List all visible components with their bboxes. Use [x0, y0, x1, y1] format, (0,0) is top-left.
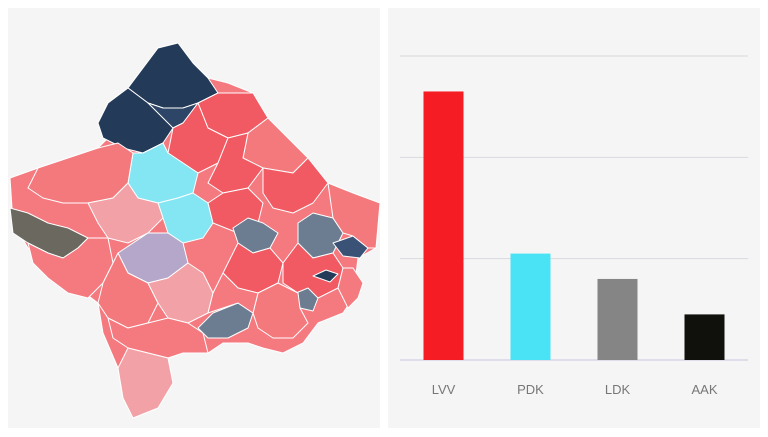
map-region-se-navy[interactable]	[312, 269, 339, 283]
chart-panel: LVV PDK LDK AAK	[388, 8, 760, 428]
map-region-center-cyan-2[interactable]	[157, 192, 214, 244]
x-tick-label-lvv: LVV	[432, 382, 456, 397]
bar-ldk[interactable]	[597, 278, 638, 360]
bar-chart: LVV PDK LDK AAK	[400, 55, 748, 397]
map-region-s-1[interactable]	[207, 272, 259, 314]
map-region-w-2[interactable]	[87, 182, 164, 244]
map-region-se-slate-2[interactable]	[197, 302, 254, 339]
bar-aak[interactable]	[684, 314, 725, 360]
map-region-e-2[interactable]	[262, 157, 329, 214]
map-region-south-tail[interactable]	[117, 347, 174, 419]
x-tick-label-aak: AAK	[691, 382, 717, 397]
bar-layer	[423, 91, 725, 360]
map-region-se-3[interactable]	[337, 267, 364, 309]
label-layer: LVV PDK LDK AAK	[432, 382, 718, 397]
map-region-se-4[interactable]	[252, 282, 309, 339]
x-tick-label-ldk: LDK	[605, 382, 631, 397]
map-panel	[8, 8, 380, 428]
map-region-e-3[interactable]	[327, 182, 380, 249]
region-map	[9, 42, 380, 419]
x-tick-label-pdk: PDK	[517, 382, 544, 397]
bar-lvv[interactable]	[423, 91, 464, 360]
bar-pdk[interactable]	[510, 253, 551, 360]
